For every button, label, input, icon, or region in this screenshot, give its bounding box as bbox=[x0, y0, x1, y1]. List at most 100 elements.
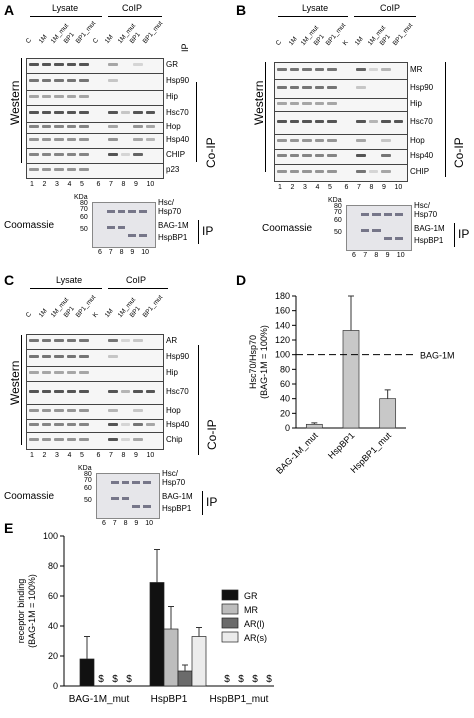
panel-c-coip-bracket bbox=[108, 288, 168, 289]
blot-band bbox=[54, 355, 64, 358]
blot-strip-chip bbox=[26, 148, 164, 164]
blot-band bbox=[302, 170, 312, 173]
band-label-hip: Hip bbox=[166, 368, 179, 377]
blot-band bbox=[79, 95, 89, 98]
kda-mark: 60 bbox=[84, 485, 92, 492]
blot-band bbox=[54, 409, 64, 412]
blot-band bbox=[327, 120, 337, 123]
blot-band bbox=[79, 111, 89, 114]
y-tick-label: 40 bbox=[48, 621, 58, 631]
blot-band bbox=[41, 95, 51, 98]
blot-band bbox=[41, 409, 51, 412]
blot-band bbox=[381, 139, 391, 142]
blot-band bbox=[54, 111, 64, 114]
blot-band bbox=[133, 438, 143, 441]
panel-a-lysate-bracket bbox=[30, 16, 102, 17]
y-tick-label: 0 bbox=[285, 423, 290, 433]
blot-band bbox=[381, 170, 391, 173]
lane-number: 6 bbox=[96, 181, 101, 188]
blot-band bbox=[108, 423, 118, 426]
blot-band bbox=[66, 95, 76, 98]
y-axis-label-line2: (BAG-1M = 100%) bbox=[259, 325, 269, 399]
blot-band bbox=[66, 409, 76, 412]
coomassie-band-hsp70 bbox=[394, 213, 403, 216]
panel-b-coip-vertical-label: Co-IP bbox=[452, 137, 466, 168]
blot-band bbox=[356, 86, 366, 89]
blot-strip-hsc70 bbox=[26, 381, 164, 405]
lane-number: 10 bbox=[146, 181, 155, 188]
y-axis-label-line2: (BAG-1M = 100%) bbox=[27, 574, 37, 648]
blot-band bbox=[133, 63, 143, 66]
blot-band bbox=[108, 63, 118, 66]
lane-number: 3 bbox=[55, 452, 59, 459]
panel-c-western-line bbox=[21, 335, 22, 445]
blot-band bbox=[29, 111, 39, 114]
band-label-ar: AR bbox=[166, 336, 178, 345]
category-label: BAG-1M_mut bbox=[274, 430, 320, 476]
coomassie-label: Coomassie bbox=[262, 223, 313, 234]
blot-band bbox=[29, 63, 39, 66]
coomassie-band-bag1m bbox=[361, 229, 370, 232]
bar bbox=[342, 330, 360, 429]
band-label-hsp90: Hsp90 bbox=[166, 76, 190, 85]
band-label-hsp40: Hsp40 bbox=[410, 151, 434, 160]
blot-band bbox=[29, 95, 39, 98]
blot-band bbox=[327, 154, 337, 157]
y-tick-label: 0 bbox=[53, 681, 58, 691]
lane-number: 9 bbox=[134, 452, 138, 459]
blot-band bbox=[54, 390, 64, 393]
kda-mark: 80 bbox=[80, 200, 88, 207]
band-label-gr: GR bbox=[166, 60, 178, 69]
lane-label: BP1_mut bbox=[141, 294, 164, 319]
coomassie-band-hsp70 bbox=[117, 210, 126, 213]
blot-band bbox=[41, 168, 51, 171]
blot-band bbox=[41, 79, 51, 82]
panel-c-coip-line bbox=[198, 345, 199, 455]
blot-band bbox=[79, 339, 89, 342]
lane-label: BP1_mut bbox=[141, 20, 164, 45]
blot-band bbox=[29, 168, 39, 171]
blot-strip-mr bbox=[274, 62, 408, 80]
coomassie-lane-number: 9 bbox=[130, 249, 135, 256]
coomassie-band-hspbp1 bbox=[394, 237, 403, 240]
coomassie-lane-number: 7 bbox=[112, 520, 117, 527]
blot-band bbox=[277, 120, 287, 123]
lane-number: 5 bbox=[80, 452, 84, 459]
blot-band bbox=[108, 355, 118, 358]
lane-number: 2 bbox=[290, 184, 295, 191]
band-label-p23: p23 bbox=[166, 165, 180, 174]
blot-band bbox=[79, 125, 89, 128]
blot-band bbox=[41, 138, 51, 141]
blot-strip-hsp40 bbox=[274, 149, 408, 165]
lane-label: K bbox=[341, 39, 350, 47]
blot-band bbox=[29, 339, 39, 342]
blot-band bbox=[133, 111, 143, 114]
blot-band bbox=[277, 139, 287, 142]
coomassie-lane-number: 8 bbox=[123, 520, 128, 527]
coomassie-lane-number: 8 bbox=[374, 252, 379, 259]
blot-band bbox=[327, 170, 337, 173]
panel-b-western-line bbox=[265, 62, 266, 172]
coomassie-lane-number: 7 bbox=[108, 249, 113, 256]
blot-strip-chip bbox=[274, 164, 408, 182]
bar-mr bbox=[163, 628, 179, 687]
band-label-hip: Hip bbox=[166, 92, 179, 101]
legend-swatch bbox=[221, 617, 239, 629]
blot-band bbox=[277, 86, 287, 89]
hsc-label: Hsc/ bbox=[158, 198, 174, 207]
blot-band bbox=[356, 154, 366, 157]
blot-band bbox=[314, 139, 324, 142]
lane-number: 4 bbox=[67, 452, 72, 459]
blot-band bbox=[277, 170, 287, 173]
band-label-hip: Hip bbox=[410, 99, 423, 108]
blot-band bbox=[314, 154, 324, 157]
blot-band bbox=[79, 355, 89, 358]
coomassie-band-hsp70 bbox=[132, 481, 141, 484]
legend-label: AR(l) bbox=[244, 619, 265, 629]
blot-band bbox=[79, 153, 89, 156]
blot-band bbox=[368, 68, 378, 71]
lane-number: 10 bbox=[394, 184, 403, 191]
kda-label: KDa bbox=[78, 465, 92, 472]
blot-band bbox=[327, 139, 337, 142]
kda-mark: 70 bbox=[84, 477, 92, 484]
